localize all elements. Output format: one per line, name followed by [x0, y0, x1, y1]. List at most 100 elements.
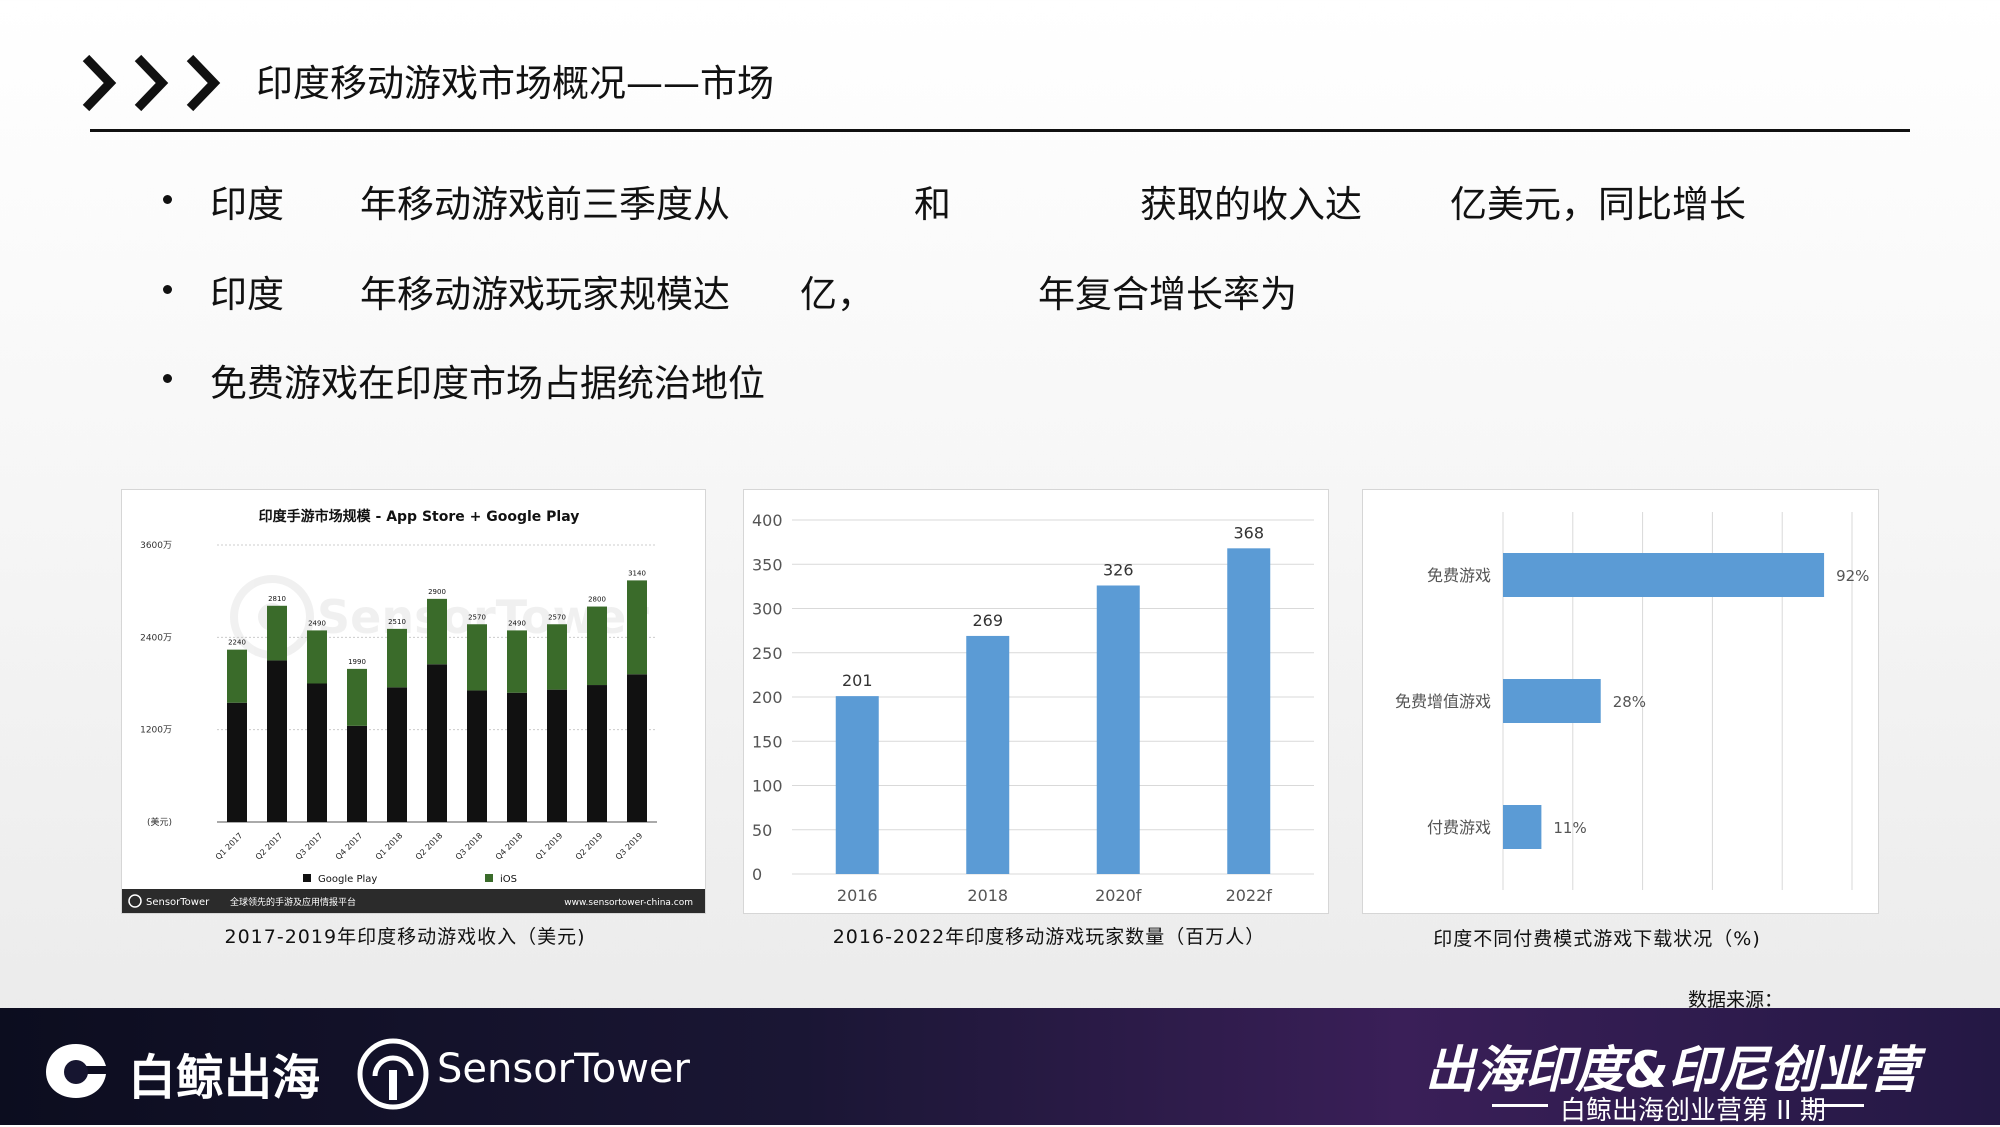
bullet-dot — [163, 374, 172, 383]
bullet-1-fragment: 年移动游戏前三季度从 — [360, 183, 730, 226]
legend-swatch-ios — [485, 874, 493, 882]
bar-ios — [587, 606, 607, 686]
bar-total-label: 2570 — [548, 613, 566, 621]
footer-banner: 白鲸出海 SensorTower 出海印度&印尼创业营 白鲸出海创业营第 II … — [0, 1008, 2000, 1126]
payment-chart: 免费游戏 92% 免费增值游戏 28% 付费游戏 11% — [1395, 512, 1869, 890]
bar — [835, 696, 879, 874]
legend: Google Play iOS — [303, 874, 517, 885]
bar — [1096, 585, 1140, 874]
sensortower-logo-icon — [357, 1038, 429, 1110]
x-tick-label: Q3 2018 — [454, 831, 485, 862]
bar-google-play — [427, 664, 447, 822]
category-label: 免费游戏 — [1427, 566, 1491, 585]
x-tick-label: 2020f — [1095, 886, 1142, 905]
y-tick-label: 100 — [752, 777, 783, 796]
bar-total-label: 2570 — [468, 613, 486, 621]
category-label: 免费增值游戏 — [1395, 692, 1491, 711]
bar-google-play — [507, 692, 527, 822]
chart-title: 印度手游市场规模 - App Store + Google Play — [259, 508, 580, 525]
bar-value-label: 11% — [1553, 819, 1586, 837]
bullet-dot — [163, 285, 172, 294]
footer-subtitle-line-right — [1808, 1104, 1864, 1107]
bar-google-play — [547, 689, 567, 822]
bar-total-label: 3140 — [628, 569, 646, 577]
y-tick-label: 3600万 — [140, 541, 172, 551]
bar-google-play — [347, 725, 367, 822]
y-tick-label: 250 — [752, 644, 783, 663]
bar-value-label: 92% — [1836, 567, 1869, 585]
x-tick-label: 2016 — [837, 886, 878, 905]
bar-ios — [267, 605, 287, 661]
y-tick-label: 1200万 — [140, 726, 172, 736]
bar-value-label: 269 — [972, 611, 1003, 630]
bar-total-label: 2510 — [388, 618, 406, 626]
bar-google-play — [627, 674, 647, 822]
bullet-1-fragment: 和 — [914, 183, 951, 226]
bar-ios — [467, 624, 487, 691]
title-divider — [90, 129, 1910, 132]
payment-chart-caption: 印度不同付费模式游戏下载状况（%) — [1433, 928, 1761, 950]
revenue-chart-panel: SensorTower 印度手游市场规模 - App Store + Googl… — [121, 489, 706, 914]
y-tick-label: (美元) — [147, 816, 172, 828]
bar-total-label: 2900 — [428, 588, 446, 596]
bullet-2-fragment: 印度 — [210, 273, 284, 316]
bar-value-label: 201 — [842, 671, 873, 690]
y-tick-label: 50 — [752, 821, 772, 840]
bar-value-label: 326 — [1103, 560, 1134, 579]
bullet-2-fragment: 年复合增长率为 — [1038, 273, 1297, 316]
bar-total-label: 2490 — [508, 619, 526, 627]
bar-google-play — [387, 687, 407, 822]
legend-label-ios: iOS — [500, 874, 517, 885]
y-tick-label: 350 — [752, 555, 783, 574]
bar-total-label: 1990 — [348, 658, 366, 666]
bullet-1-fragment: 亿美元，同比增长 — [1450, 183, 1746, 226]
x-tick-label: Q2 2019 — [574, 831, 605, 862]
bar-ios — [507, 630, 527, 693]
bar-ios — [227, 649, 247, 703]
footer-tagline: 全球领先的手游及应用情报平台 — [230, 896, 356, 908]
y-tick-label: 0 — [752, 865, 762, 884]
bar-total-label: 2490 — [308, 619, 326, 627]
bar-ios — [427, 598, 447, 665]
bar-value-label: 28% — [1613, 693, 1646, 711]
x-tick-label: Q2 2017 — [254, 831, 285, 862]
legend-label-google-play: Google Play — [318, 874, 377, 885]
bar-google-play — [467, 690, 487, 822]
payment-chart-panel: 免费游戏 92% 免费增值游戏 28% 付费游戏 11% — [1362, 489, 1879, 914]
footer-event-subtitle: 白鲸出海创业营第 II 期 — [1560, 1096, 1826, 1126]
x-tick-label: Q1 2017 — [214, 831, 245, 862]
bullet-2-fragment: 亿， — [800, 273, 874, 316]
bar — [1503, 679, 1601, 723]
category-label: 付费游戏 — [1427, 818, 1491, 837]
bullet-1-fragment: 获取的收入达 — [1140, 183, 1362, 226]
legend-swatch-google-play — [303, 874, 311, 882]
revenue-chart-caption: 2017-2019年印度移动游戏收入（美元) — [224, 926, 586, 948]
x-tick-label: Q3 2019 — [614, 831, 645, 862]
footer-subtitle-line-left — [1492, 1104, 1548, 1107]
bar-total-label: 2810 — [268, 595, 286, 603]
bar-ios — [547, 624, 567, 690]
y-tick-label: 150 — [752, 732, 783, 751]
footer-event-title: 出海印度&印尼创业营 — [1425, 1041, 1919, 1099]
y-tick-label: 2400万 — [140, 633, 172, 643]
sensortower-logo-icon — [128, 894, 142, 908]
bar-google-play — [307, 683, 327, 822]
data-source-label: 数据来源： — [1688, 989, 1784, 1011]
x-tick-label: Q4 2017 — [334, 831, 365, 862]
x-tick-label: 2022f — [1226, 886, 1273, 905]
chevron-arrows-icon — [82, 54, 221, 112]
x-tick-label: 2018 — [967, 886, 1008, 905]
bar — [1503, 805, 1542, 849]
y-tick-label: 400 — [752, 511, 783, 530]
bullet-dot — [163, 195, 172, 204]
footer-brand-sensortower: SensorTower — [437, 1046, 690, 1092]
bar-google-play — [227, 702, 247, 822]
x-tick-label: Q2 2018 — [414, 831, 445, 862]
x-tick-label: Q1 2019 — [534, 831, 565, 862]
bar-total-label: 2240 — [228, 639, 246, 647]
y-tick-label: 200 — [752, 688, 783, 707]
bullet-3-fragment: 免费游戏在印度市场占据统治地位 — [210, 362, 765, 405]
baijing-logo-icon — [46, 1044, 106, 1098]
footer-brand: SensorTower — [146, 897, 210, 908]
bar-total-label: 2800 — [588, 596, 606, 604]
